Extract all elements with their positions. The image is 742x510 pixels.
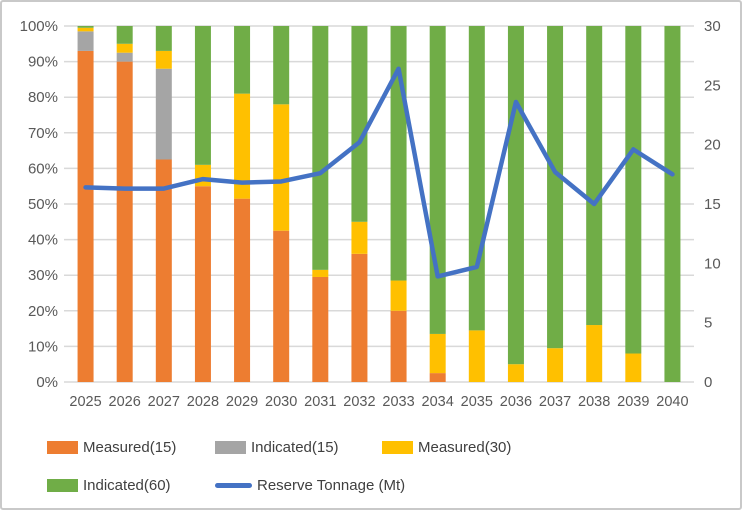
right-axis-tick-label: 15	[704, 196, 721, 213]
x-axis-category-label: 2028	[187, 394, 219, 410]
bar-segment	[234, 198, 251, 382]
x-axis-category-label: 2036	[500, 394, 532, 410]
bar-segment	[547, 348, 564, 382]
bar-segment	[351, 221, 368, 254]
bar-segment	[155, 68, 172, 160]
bar-segment	[312, 269, 329, 277]
bar-segment	[194, 186, 211, 382]
left-axis-tick-label: 90%	[28, 54, 58, 71]
left-axis-tick-label: 40%	[28, 232, 58, 249]
x-axis-category-label: 2031	[304, 394, 336, 410]
left-axis-tick-label: 30%	[28, 267, 58, 284]
bar-segment	[77, 26, 94, 28]
bar-segment	[625, 26, 642, 354]
right-axis-tick-label: 30	[704, 18, 721, 35]
bar-segment	[586, 26, 603, 326]
bar-segment	[155, 159, 172, 382]
bar-segment	[116, 26, 133, 44]
bar-segment	[390, 310, 407, 382]
bar-segment	[351, 26, 368, 222]
x-axis-category-label: 2027	[148, 394, 180, 410]
bar-segment	[507, 26, 524, 365]
left-axis-tick-label: 0%	[36, 374, 58, 391]
bar-segment	[116, 61, 133, 382]
left-axis-tick-label: 10%	[28, 338, 58, 355]
reserve-tonnage-line	[83, 66, 675, 279]
x-axis-category-label: 2026	[109, 394, 141, 410]
bar-segment	[429, 333, 446, 374]
bar-segment	[429, 26, 446, 334]
left-axis-tick-label: 60%	[28, 160, 58, 177]
bar-segment	[234, 93, 251, 199]
bar-segment	[547, 26, 564, 349]
bar-segment	[155, 50, 172, 69]
right-axis-tick-label: 25	[704, 77, 721, 94]
bar-segment	[155, 26, 172, 51]
x-axis-category-label: 2025	[69, 394, 101, 410]
right-axis-tick-label: 20	[704, 137, 721, 154]
bar-segment	[586, 325, 603, 382]
bar-segment	[194, 164, 211, 187]
bar-segment	[77, 31, 94, 51]
left-axis-tick-label: 80%	[28, 89, 58, 106]
x-axis-category-label: 2040	[656, 394, 688, 410]
x-axis-category-label: 2037	[539, 394, 571, 410]
bar-segment	[273, 26, 290, 105]
bar-segment	[312, 276, 329, 382]
x-axis-category-label: 2033	[382, 394, 414, 410]
left-axis-tick-label: 100%	[20, 18, 58, 35]
bar-segment	[625, 353, 642, 382]
bar-segment	[194, 26, 211, 165]
right-axis-tick-label: 0	[704, 374, 712, 391]
left-axis-tick-label: 50%	[28, 196, 58, 213]
bar-segment	[390, 26, 407, 281]
x-axis-category-label: 2032	[343, 394, 375, 410]
x-axis-category-label: 2029	[226, 394, 258, 410]
left-axis-tick-label: 70%	[28, 125, 58, 142]
bar-segment	[390, 280, 407, 311]
bar-segment	[77, 27, 94, 32]
right-axis-tick-label: 5	[704, 315, 712, 332]
bar-segment	[312, 26, 329, 270]
bar-segment	[273, 230, 290, 382]
right-axis-tick-label: 10	[704, 255, 721, 272]
bar-segment	[116, 43, 133, 53]
bar-segment	[77, 50, 94, 383]
x-axis-category-label: 2035	[461, 394, 493, 410]
bar-segment	[664, 26, 681, 382]
x-axis-category-label: 2034	[422, 394, 454, 410]
bar-segment	[429, 373, 446, 382]
x-axis-category-label: 2030	[265, 394, 297, 410]
bar-segment	[273, 104, 290, 231]
bar-segment	[468, 330, 485, 382]
x-axis-category-label: 2038	[578, 394, 610, 410]
bar-segment	[468, 26, 485, 331]
bar-segment	[116, 52, 133, 62]
x-axis-category-label: 2039	[617, 394, 649, 410]
bar-segment	[234, 26, 251, 94]
bar-segment	[507, 364, 524, 382]
left-axis-tick-label: 20%	[28, 303, 58, 320]
bar-segment	[351, 253, 368, 382]
